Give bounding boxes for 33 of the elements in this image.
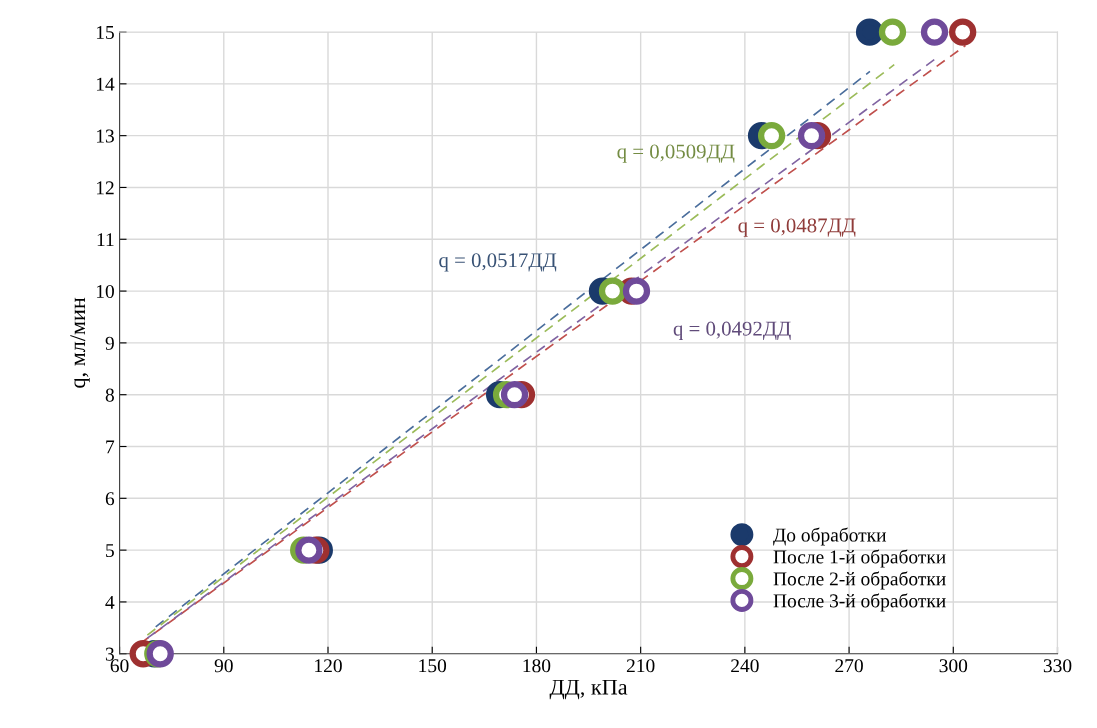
x-tick-label: 90 bbox=[214, 659, 233, 673]
x-tick-label: 300 bbox=[939, 659, 968, 673]
y-tick-label: 11 bbox=[97, 233, 114, 247]
y-tick-label: 5 bbox=[106, 544, 114, 558]
y-tick-label: 7 bbox=[106, 440, 115, 454]
y-tick-label: 14 bbox=[96, 77, 115, 91]
x-tick-label: 180 bbox=[523, 659, 551, 673]
y-tick-label: 10 bbox=[96, 284, 114, 299]
x-tick-label: 150 bbox=[419, 659, 447, 673]
x-tick-label: 60 bbox=[110, 659, 129, 673]
y-tick-label: 9 bbox=[105, 336, 114, 350]
x-tick-label: 120 bbox=[315, 659, 342, 673]
x-tick-label: 270 bbox=[835, 659, 863, 673]
y-tick-label: 6 bbox=[105, 492, 115, 506]
legend-label: После 2-й обработки bbox=[773, 571, 946, 590]
y-tick-label: 8 bbox=[105, 388, 114, 402]
y-tick-label: 13 bbox=[96, 129, 114, 143]
annotation: q = 0,0517ДД bbox=[439, 253, 557, 272]
x-axis-title: ДД, кПа bbox=[549, 679, 628, 700]
x-tick-label: 210 bbox=[626, 659, 655, 673]
x-tick-label: 240 bbox=[731, 659, 759, 673]
x-tick-label: 330 bbox=[1043, 659, 1072, 673]
y-tick-label: 15 bbox=[96, 25, 114, 39]
annotation: q = 0,0492ДД bbox=[673, 321, 791, 340]
annotation: q = 0,0487ДД bbox=[738, 218, 856, 237]
y-axis-title: q, мл/мин bbox=[70, 297, 90, 388]
legend-label: До обработки bbox=[773, 527, 887, 546]
y-tick-label: 12 bbox=[96, 181, 114, 195]
legend-label: После 3-й обработки bbox=[773, 593, 946, 612]
y-tick-label: 3 bbox=[105, 647, 114, 661]
annotation: q = 0,0509ДД bbox=[617, 144, 735, 163]
y-tick-label: 4 bbox=[105, 595, 115, 609]
legend-label: После 1-й обработки bbox=[773, 549, 946, 568]
